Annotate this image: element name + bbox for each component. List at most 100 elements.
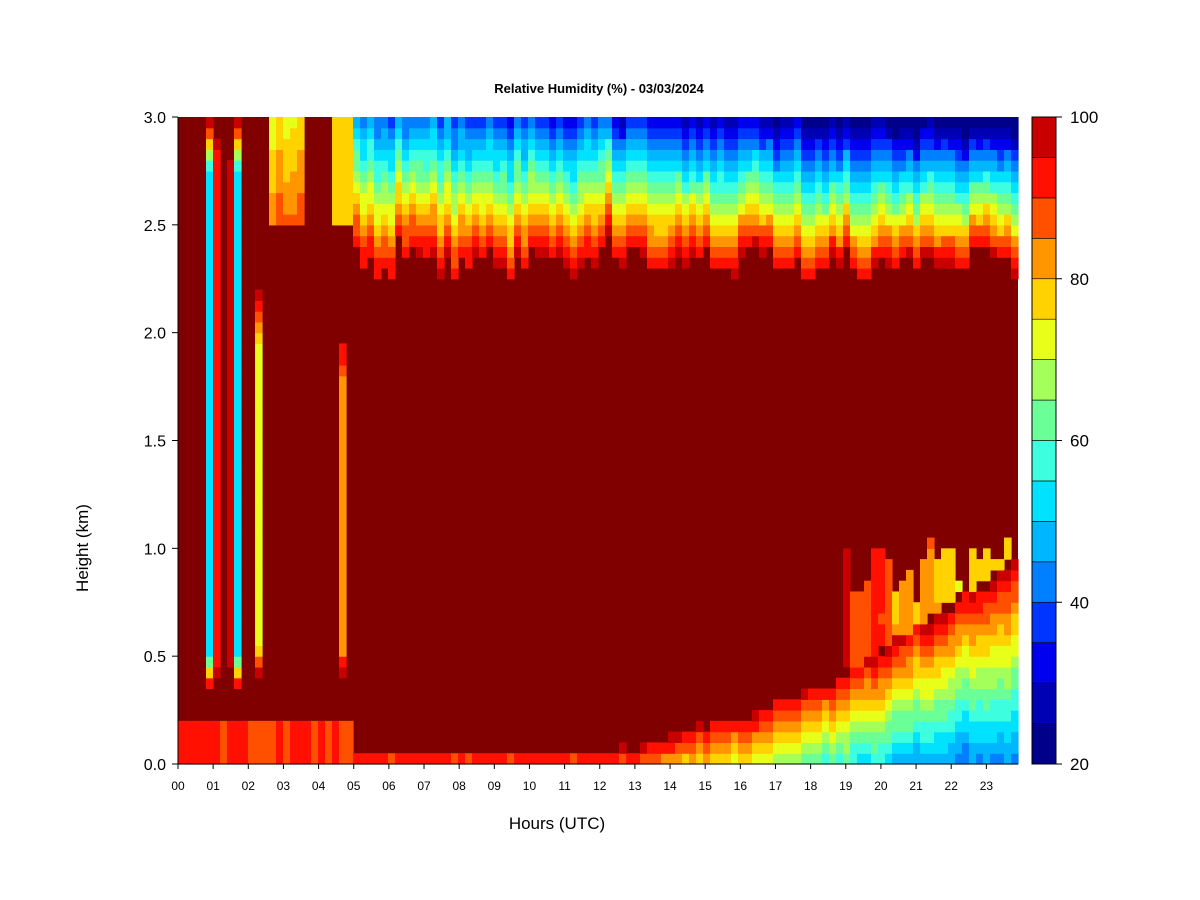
heatmap-cell: [850, 224, 858, 237]
heatmap-cell: [276, 720, 284, 733]
heatmap-cell: [934, 753, 942, 765]
heatmap-cell: [766, 127, 774, 140]
heatmap-cell: [857, 688, 865, 700]
heatmap-cell: [892, 742, 900, 754]
heatmap-cell: [899, 731, 907, 744]
heatmap-cell: [773, 214, 781, 226]
heatmap-cell: [948, 613, 956, 625]
heatmap-cell: [234, 160, 242, 172]
heatmap-cell: [346, 203, 354, 215]
heatmap-cell: [570, 753, 578, 765]
heatmap-cell: [696, 753, 704, 765]
heatmap-cell: [878, 127, 886, 140]
heatmap-cell: [815, 192, 823, 204]
heatmap-cell: [339, 591, 347, 603]
chart-title: Relative Humidity (%) - 03/03/2024: [494, 81, 704, 96]
heatmap-cell: [500, 192, 508, 204]
heatmap-cell: [591, 192, 599, 204]
heatmap-cell: [206, 170, 214, 183]
heatmap-cell: [1011, 257, 1019, 269]
heatmap-cell: [871, 634, 879, 646]
heatmap-cell: [451, 257, 459, 269]
heatmap-cell: [213, 537, 221, 549]
heatmap-cell: [206, 645, 214, 657]
heatmap-cell: [997, 224, 1005, 237]
heatmap-cell: [752, 731, 760, 744]
heatmap-cell: [801, 170, 809, 183]
heatmap-cell: [598, 138, 606, 150]
heatmap-cell: [332, 181, 340, 194]
heatmap-cell: [619, 214, 627, 226]
heatmap-cell: [234, 138, 242, 150]
heatmap-cell: [402, 117, 410, 129]
heatmap-cell: [710, 127, 718, 140]
heatmap-cell: [850, 203, 858, 215]
heatmap-cell: [542, 224, 550, 237]
heatmap-cell: [661, 203, 669, 215]
heatmap-cell: [829, 181, 837, 194]
heatmap-cell: [556, 246, 564, 258]
heatmap-cell: [332, 138, 340, 150]
heatmap-cell: [493, 160, 501, 172]
heatmap-cell: [689, 742, 697, 754]
heatmap-cell: [542, 214, 550, 226]
heatmap-cell: [213, 645, 221, 657]
heatmap-cell: [290, 214, 298, 226]
heatmap-cell: [696, 224, 704, 237]
heatmap-cell: [731, 753, 739, 765]
heatmap-cell: [1004, 246, 1012, 258]
heatmap-cell: [1011, 602, 1019, 614]
heatmap-cell: [444, 224, 452, 237]
x-tick-label: 08: [452, 779, 466, 793]
heatmap-cell: [542, 246, 550, 258]
heatmap-cell: [444, 214, 452, 226]
x-axis-ticks: 00 01 02 03 04 05 06 07 08 09 10 11 12 13 14 15 16 17 18 19…: [171, 764, 993, 793]
heatmap-cell: [465, 235, 473, 247]
heatmap-cell: [549, 181, 557, 194]
heatmap-cell: [1004, 634, 1012, 646]
heatmap-cell: [661, 192, 669, 204]
heatmap-cell: [997, 160, 1005, 172]
heatmap-cell: [675, 235, 683, 247]
heatmap-cell: [577, 170, 585, 183]
heatmap-cell: [542, 149, 550, 161]
heatmap-cell: [962, 753, 970, 765]
heatmap-cell: [892, 138, 900, 150]
heatmap-cell: [234, 397, 242, 409]
heatmap-cell: [213, 429, 221, 442]
heatmap-cell: [535, 203, 543, 215]
heatmap-cell: [1004, 688, 1012, 700]
heatmap-cell: [500, 127, 508, 140]
heatmap-cell: [451, 267, 459, 280]
heatmap-cell: [850, 149, 858, 161]
heatmap-cell: [766, 160, 774, 172]
heatmap-cell: [654, 235, 662, 247]
heatmap-cell: [591, 203, 599, 215]
heatmap-cell: [360, 224, 368, 237]
heatmap-cell: [983, 117, 991, 129]
heatmap-cell: [997, 742, 1005, 754]
heatmap-cell: [255, 386, 263, 398]
heatmap-cell: [871, 753, 879, 765]
heatmap-cell: [451, 214, 459, 226]
heatmap-cell: [997, 192, 1005, 204]
heatmap-cell: [962, 634, 970, 646]
heatmap-cell: [878, 677, 886, 690]
heatmap-cell: [374, 117, 382, 129]
heatmap-cell: [206, 321, 214, 334]
heatmap-cell: [521, 181, 529, 194]
heatmap-cell: [892, 235, 900, 247]
heatmap-cell: [927, 699, 935, 711]
heatmap-cell: [885, 192, 893, 204]
heatmap-cell: [479, 753, 487, 765]
heatmap-cell: [563, 149, 571, 161]
heatmap-cell: [899, 613, 907, 625]
heatmap-cell: [514, 192, 522, 204]
heatmap-cell: [843, 127, 851, 140]
heatmap-cell: [878, 688, 886, 700]
heatmap-cell: [934, 623, 942, 636]
heatmap-cell: [997, 645, 1005, 657]
heatmap-cell: [871, 688, 879, 700]
heatmap-cell: [801, 267, 809, 280]
heatmap-cell: [640, 224, 648, 237]
